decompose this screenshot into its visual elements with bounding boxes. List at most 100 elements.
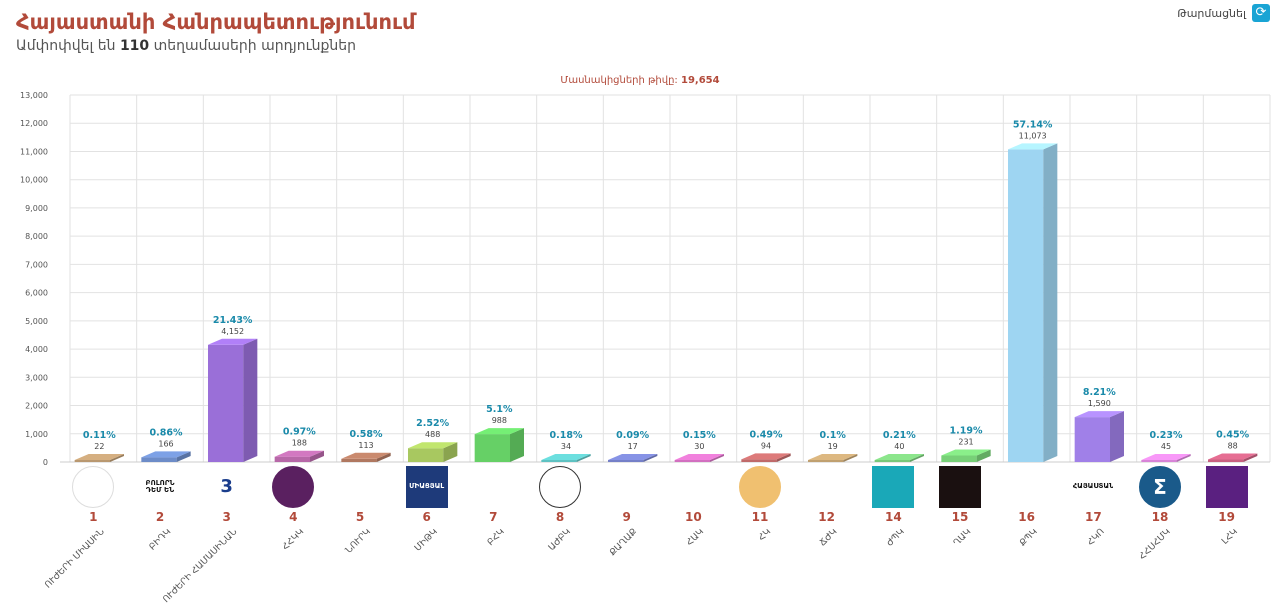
y-tick-label: 13,000 [20,91,48,100]
bar-top [874,454,924,460]
bar-6[interactable] [408,442,458,462]
percent-label: 0.86% [150,427,183,438]
bar-5[interactable] [341,452,391,462]
value-label: 188 [292,439,307,448]
bar-front [1074,417,1110,462]
value-label: 988 [492,416,507,425]
y-tick-label: 0 [43,458,48,467]
bar-front [808,460,844,462]
subtitle-suffix: տեղամասերի արդյունքներ [153,38,357,54]
value-label: 1,590 [1088,399,1111,408]
bar-14[interactable] [874,454,924,462]
bar-side [110,454,124,462]
value-label: 45 [1161,442,1171,451]
sigma-icon: Σ [1139,466,1181,508]
bar-15[interactable] [941,449,991,462]
bar-side [376,452,391,462]
bar-2[interactable] [141,451,191,462]
bar-side [776,453,791,462]
bar-3[interactable] [208,338,258,462]
party-number: 19 [1218,510,1235,524]
bar-19[interactable] [1208,453,1258,462]
value-label: 17 [628,442,638,451]
party-number: 2 [155,510,165,524]
bar-front [674,460,710,462]
percent-label: 0.1% [819,430,846,441]
bar-12[interactable] [808,454,858,462]
party-number: 5 [355,510,365,524]
y-tick-label: 7,000 [25,260,48,269]
bar-front [208,344,244,462]
y-tick-label: 6,000 [25,289,48,298]
refresh-label[interactable]: Թարմացնել [1177,6,1246,20]
percent-label: 2.52% [416,418,449,429]
refresh-icon[interactable]: ⟳ [1252,4,1270,22]
bar-11[interactable] [741,453,791,462]
bar-7[interactable] [474,428,524,462]
lion-emblem-icon [272,466,315,508]
eternity-sign-icon [739,466,781,508]
percent-label: 0.49% [750,429,783,440]
percent-label: 5.1% [486,404,513,415]
text-logo-icon: ԲՈԼՈՐՆ ԴԵՄ ԵՆ [139,466,181,508]
bar-front [341,458,377,462]
bar-front [1208,459,1244,462]
dark-emblem-icon [939,466,981,508]
bar-top [674,454,724,460]
bar-8[interactable] [541,454,591,462]
value-label: 488 [425,430,440,439]
bar-18[interactable] [1141,454,1191,462]
value-label: 113 [358,441,373,450]
value-label: 11,073 [1019,131,1047,140]
bar-10[interactable] [674,454,724,462]
value-label: 30 [694,442,704,451]
y-tick-label: 4,000 [25,345,48,354]
flag-wave-icon [805,466,848,508]
y-tick-label: 11,000 [20,147,48,156]
bar-side [1043,143,1058,462]
diamond-logo-icon [1005,466,1048,508]
party-number: 3 [222,510,231,524]
value-label: 19 [828,442,838,451]
bar-top [608,454,658,460]
bar-top [408,442,458,449]
bar-16[interactable] [1008,143,1058,462]
party-number: 4 [289,510,298,524]
bar-front [608,460,644,462]
bar-top [941,449,991,456]
bar-side [310,450,324,462]
number-three-icon: 3 [205,466,248,508]
bar-top [208,338,258,345]
wing-logo-icon [472,466,515,508]
bar-front [941,455,977,462]
bar-side [243,338,258,462]
party-number: 15 [951,510,969,524]
cube-logo-icon [339,466,381,508]
page-subtitle: Ամփոփվել են 110 տեղամասերի արդյունքներ [16,38,356,54]
bar-front [141,457,177,462]
party-number: 10 [684,510,702,524]
party-number: 8 [555,510,565,524]
bar-top [141,451,191,458]
refresh-control[interactable]: Թարմացնել ⟳ [1177,4,1270,22]
percent-label: 0.11% [83,430,116,441]
bar-front [541,460,577,462]
party-number: 18 [1151,510,1169,524]
percent-label: 8.21% [1083,387,1116,398]
bar-1[interactable] [74,454,124,462]
bar-top [741,453,791,460]
percent-label: 21.43% [213,315,253,326]
bar-4[interactable] [274,450,324,462]
bar-side [843,454,858,462]
percent-label: 0.15% [683,430,716,441]
bar-front [474,434,510,462]
bar-side [643,454,658,462]
bar-side [510,428,524,462]
bar-9[interactable] [608,454,658,462]
bar-top [808,454,858,460]
percent-label: 57.14% [1013,119,1053,130]
bar-side [176,451,191,462]
bar-17[interactable] [1074,411,1124,462]
party-number: 1 [89,510,98,524]
